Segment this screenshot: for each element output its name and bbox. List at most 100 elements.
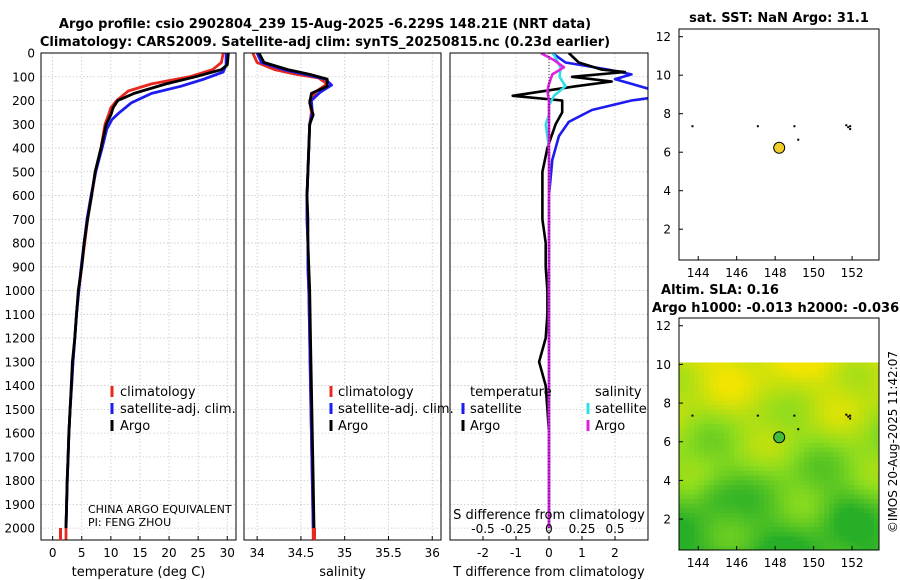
heatmap-cell [809,545,815,550]
heatmap-cell [764,395,770,401]
heatmap-cell [869,465,875,471]
heatmap-cell [814,442,820,448]
heatmap-cell [844,399,850,406]
heatmap-cell [734,414,740,420]
heatmap-cell [709,503,715,509]
heatmap-cell [764,470,770,476]
heatmap-cell [689,367,695,373]
heatmap-cell [699,437,705,443]
heatmap-cell [739,381,745,387]
heatmap-cell [699,385,705,392]
heatmap-cell [789,381,795,387]
heatmap-cell [869,371,875,378]
heatmap-cell [739,540,745,546]
heatmap-cell [839,432,845,439]
heatmap-cell [814,517,820,523]
heatmap-cell [734,362,740,368]
heatmap-cell [839,540,845,546]
heatmap-cell [849,395,855,401]
heatmap-cell [774,484,780,490]
neighbor-profile-point [756,125,759,128]
heatmap-cell [704,503,710,509]
y-tick-label: 1200 [4,332,35,346]
x-tick-label: 35.5 [375,546,402,560]
heatmap-cell [764,442,770,448]
heatmap-cell [699,456,705,462]
heatmap-cell [724,517,730,523]
heatmap-cell [739,479,745,485]
heatmap-cell [849,367,855,373]
heatmap-cell [874,512,879,518]
heatmap-cell [829,526,835,532]
heatmap-cell [749,503,755,509]
heatmap-cell [764,484,770,490]
heatmap-cell [734,376,740,382]
heatmap-cell [829,385,835,392]
heatmap-cell [709,474,715,481]
heatmap-cell [739,470,745,476]
heatmap-cell [854,423,860,429]
heatmap-cell [714,535,720,542]
heatmap-cell [764,465,770,471]
heatmap-cell [699,470,705,476]
heatmap-cell [754,437,760,443]
heatmap-cell [844,362,850,368]
heatmap-cell [849,437,855,443]
y-tick-label: 600 [12,189,35,203]
heatmap-cell [804,540,810,546]
heatmap-cell [719,465,725,471]
heatmap-cell [834,451,840,457]
heatmap-cell [859,460,865,467]
heatmap-cell [729,367,735,373]
heatmap-cell [769,399,775,406]
heatmap-cell [814,503,820,509]
heatmap-cell [744,507,750,514]
heatmap-cell [724,470,730,476]
heatmap-cell [744,428,750,434]
heatmap-cell [754,414,760,420]
heatmap-cell [744,474,750,481]
heatmap-cell [759,371,765,378]
heatmap-cell [834,399,840,406]
heatmap-cell [709,456,715,462]
heatmap-cell [809,507,815,514]
heatmap-cell [854,381,860,387]
heatmap-cell [814,484,820,490]
heatmap-cell [739,409,745,415]
x-tick-label: 146 [725,266,748,280]
heatmap-cell [769,531,775,537]
heatmap-cell [834,460,840,467]
x-axis-label: T difference from climatology [452,565,645,580]
heatmap-cell [749,512,755,518]
heatmap-cell [819,479,825,485]
y-tick-label: 8 [663,397,671,411]
heatmap-cell [789,531,795,537]
heatmap-cell [704,526,710,532]
heatmap-cell [739,526,745,532]
heatmap-cell [834,479,840,485]
heatmap-cell [784,418,790,425]
heatmap-cell [709,428,715,434]
heatmap-cell [804,432,810,439]
heatmap-cell [809,484,815,490]
heatmap-cell [839,423,845,429]
heatmap-cell [809,362,815,368]
heatmap-cell [854,428,860,434]
heatmap-cell [789,390,795,396]
heatmap-cell [779,362,785,368]
heatmap-cell [864,371,870,378]
heatmap-cell [714,540,720,546]
heatmap-cell [804,451,810,457]
heatmap-cell [819,428,825,434]
heatmap-cell [819,540,825,546]
heatmap-cell [849,442,855,448]
heatmap-cell [874,385,879,392]
heatmap-cell [809,517,815,523]
heatmap-cell [819,362,825,368]
heatmap-cell [819,437,825,443]
heatmap-cell [709,437,715,443]
heatmap-cell [684,442,690,448]
heatmap-cell [749,489,755,495]
heatmap-cell [824,474,830,481]
